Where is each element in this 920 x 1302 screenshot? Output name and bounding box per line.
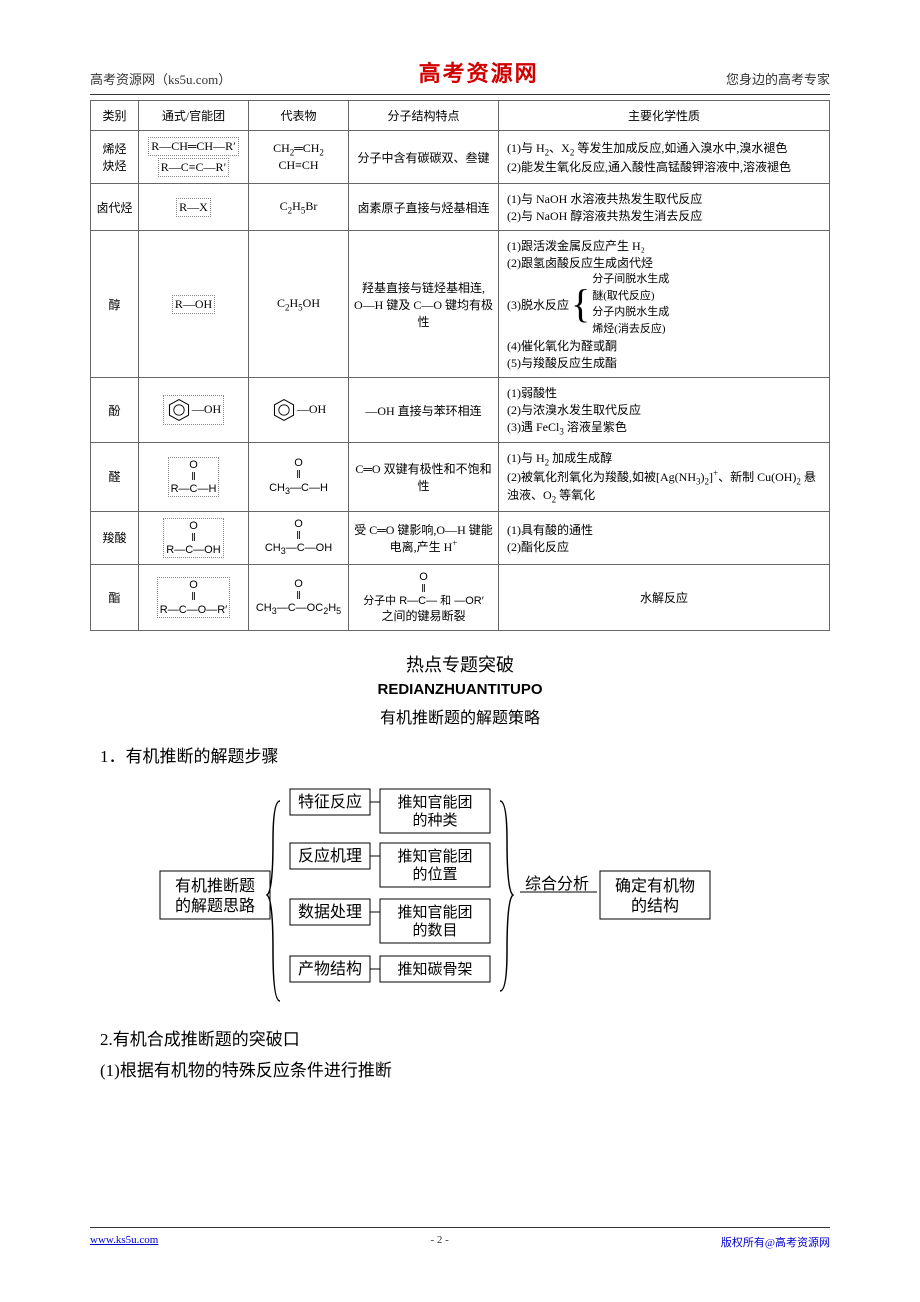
svg-text:推知官能团: 推知官能团: [397, 904, 472, 921]
table-row: 醛 O‖R—C—H O‖CH3—C—H C═O 双键有极性和不饱和性 (1)与 …: [91, 443, 830, 511]
svg-text:的结构: 的结构: [631, 897, 679, 915]
table-row: 醇 R—OH C2H5OH 羟基直接与链烃基相连,O—H 键及 C—O 键均有极…: [91, 231, 830, 378]
cell-struct: 受 C═O 键影响,O—H 键能电离,产生 H+: [349, 511, 499, 564]
svg-text:特征反应: 特征反应: [298, 792, 362, 811]
cell-category: 羧酸: [91, 511, 139, 564]
footer-copyright: 版权所有@高考资源网: [721, 1234, 830, 1250]
cell-formula: O‖R—C—O—R′: [139, 564, 249, 630]
cell-formula: R—CH═CH—R′ R—C≡C—R′: [139, 131, 249, 184]
svg-text:推知官能团: 推知官能团: [397, 848, 472, 865]
cell-prop: (1)与 NaOH 水溶液共热发生取代反应(2)与 NaOH 醇溶液共热发生消去…: [499, 184, 830, 231]
cell-category: 醇: [91, 231, 139, 378]
table-row: 烯烃炔烃 R—CH═CH—R′ R—C≡C—R′ CH2═CH2CH≡CH 分子…: [91, 131, 830, 184]
cell-category: 卤代烃: [91, 184, 139, 231]
cell-struct: O‖分子中 R—C— 和 —OR′之间的键易断裂: [349, 564, 499, 630]
organic-compounds-table: 类别 通式/官能团 代表物 分子结构特点 主要化学性质 烯烃炔烃 R—CH═CH…: [90, 100, 830, 631]
th-properties: 主要化学性质: [499, 101, 830, 131]
strategy-flowchart: 有机推断题 的解题思路 特征反应 推知官能团 的种类 反应机理 推知官能团 的位…: [155, 781, 765, 1011]
cell-category: 酯: [91, 564, 139, 630]
cell-rep: O‖CH3—C—H: [249, 443, 349, 511]
cell-formula: O‖R—C—OH: [139, 511, 249, 564]
footer-page-number: - 2 -: [430, 1234, 448, 1250]
svg-text:的种类: 的种类: [412, 812, 457, 829]
cell-prop: (1)弱酸性(2)与浓溴水发生取代反应(3)遇 FeCl3 溶液呈紫色: [499, 378, 830, 443]
header-left-text: 高考资源网（ks5u.com）: [90, 69, 231, 88]
table-row: 酚 —OH —OH —OH 直接与苯环相连 (1)弱酸性(2)与浓溴水发生取代反…: [91, 378, 830, 443]
cell-struct: —OH 直接与苯环相连: [349, 378, 499, 443]
footer-url: www.ks5u.com: [90, 1234, 158, 1250]
svg-text:综合分析: 综合分析: [525, 875, 589, 893]
th-formula: 通式/官能团: [139, 101, 249, 131]
cell-struct: 分子中含有碳碳双、叁键: [349, 131, 499, 184]
page-footer: www.ks5u.com - 2 - 版权所有@高考资源网: [90, 1227, 830, 1250]
table-row: 羧酸 O‖R—C—OH O‖CH3—C—OH 受 C═O 键影响,O—H 键能电…: [91, 511, 830, 564]
svg-text:的数目: 的数目: [412, 922, 457, 939]
cell-struct: 羟基直接与链烃基相连,O—H 键及 C—O 键均有极性: [349, 231, 499, 378]
section-title-cn: 热点专题突破: [90, 651, 830, 677]
section-title-pinyin: REDIANZHUANTITUPO: [90, 681, 830, 698]
cell-formula: R—X: [139, 184, 249, 231]
th-structure: 分子结构特点: [349, 101, 499, 131]
section-subtitle: 有机推断题的解题策略: [90, 704, 830, 728]
table-header-row: 类别 通式/官能团 代表物 分子结构特点 主要化学性质: [91, 101, 830, 131]
step1-heading: 1．有机推断的解题步骤: [100, 742, 830, 767]
svg-text:的位置: 的位置: [412, 866, 457, 883]
cell-category: 酚: [91, 378, 139, 443]
svg-text:反应机理: 反应机理: [298, 846, 362, 865]
header-center-logo: 高考资源网: [419, 56, 539, 88]
step2-sub: (1)根据有机物的特殊反应条件进行推断: [100, 1056, 830, 1081]
cell-category: 烯烃炔烃: [91, 131, 139, 184]
th-category: 类别: [91, 101, 139, 131]
table-row: 酯 O‖R—C—O—R′ O‖CH3—C—OC2H5 O‖分子中 R—C— 和 …: [91, 564, 830, 630]
cell-rep: —OH: [249, 378, 349, 443]
cell-rep: C2H5OH: [249, 231, 349, 378]
section-title-block: 热点专题突破 REDIANZHUANTITUPO 有机推断题的解题策略: [90, 651, 830, 728]
table-row: 卤代烃 R—X C2H5Br 卤素原子直接与烃基相连 (1)与 NaOH 水溶液…: [91, 184, 830, 231]
cell-prop: 水解反应: [499, 564, 830, 630]
cell-prop: (1)跟活泼金属反应产生 H₂ (2)跟氢卤酸反应生成卤代烃 (3)脱水反应 {…: [499, 231, 830, 378]
cell-rep: O‖CH3—C—OC2H5: [249, 564, 349, 630]
cell-struct: C═O 双键有极性和不饱和性: [349, 443, 499, 511]
cell-struct: 卤素原子直接与烃基相连: [349, 184, 499, 231]
cell-formula: R—OH: [139, 231, 249, 378]
cell-formula: —OH: [139, 378, 249, 443]
svg-text:推知官能团: 推知官能团: [397, 794, 472, 811]
page-content: 类别 通式/官能团 代表物 分子结构特点 主要化学性质 烯烃炔烃 R—CH═CH…: [0, 0, 920, 1081]
cell-rep: C2H5Br: [249, 184, 349, 231]
header-right-text: 您身边的高考专家: [726, 69, 830, 88]
svg-text:数据处理: 数据处理: [298, 903, 362, 921]
svg-text:的解题思路: 的解题思路: [175, 897, 255, 915]
cell-category: 醛: [91, 443, 139, 511]
cell-formula: O‖R—C—H: [139, 443, 249, 511]
cell-prop: (1)具有酸的通性(2)酯化反应: [499, 511, 830, 564]
svg-text:有机推断题: 有机推断题: [175, 877, 255, 895]
svg-text:产物结构: 产物结构: [298, 960, 362, 978]
svg-text:确定有机物: 确定有机物: [615, 877, 695, 895]
page-header: 高考资源网（ks5u.com） 高考资源网 您身边的高考专家: [90, 56, 830, 95]
th-representative: 代表物: [249, 101, 349, 131]
cell-prop: (1)与 H2 加成生成醇(2)被氧化剂氧化为羧酸,如被[Ag(NH3)2]+、…: [499, 443, 830, 511]
cell-rep: CH2═CH2CH≡CH: [249, 131, 349, 184]
cell-prop: (1)与 H2、X2 等发生加成反应,如通入溴水中,溴水褪色(2)能发生氧化反应…: [499, 131, 830, 184]
cell-rep: O‖CH3—C—OH: [249, 511, 349, 564]
svg-text:推知碳骨架: 推知碳骨架: [397, 961, 472, 978]
step2-heading: 2.有机合成推断题的突破口: [100, 1025, 830, 1050]
